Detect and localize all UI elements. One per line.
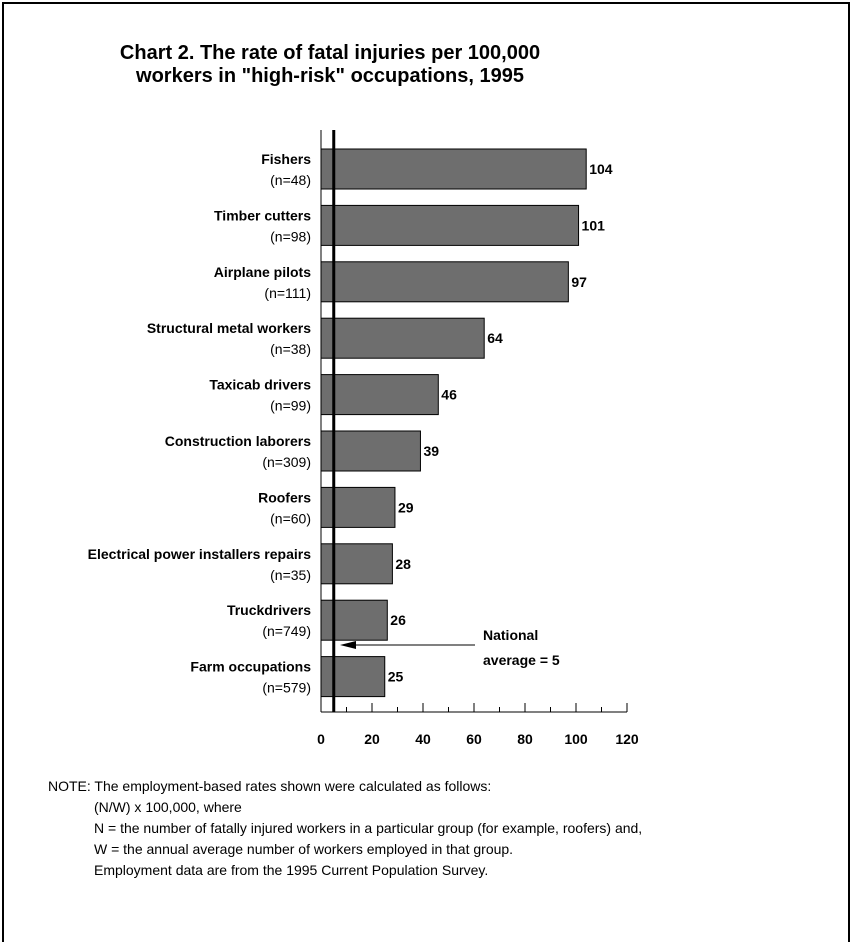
category-label-3: Structural metal workers: [147, 320, 311, 336]
bar-value-label-9: 25: [388, 669, 404, 685]
category-n-label-3: (n=38): [270, 341, 311, 357]
category-label-0: Fishers: [261, 151, 311, 167]
bar-2: [320, 261, 569, 303]
bar-value-label-7: 28: [395, 556, 411, 572]
chart-title: Chart 2. The rate of fatal injuries per …: [0, 42, 660, 88]
x-tick-label-0: 0: [317, 731, 325, 747]
bar-8: [320, 599, 388, 641]
note-line-3: N = the number of fatally injured worker…: [94, 820, 643, 836]
category-label-9: Farm occupations: [190, 659, 311, 675]
bar-value-label-8: 26: [390, 612, 406, 628]
note-line-2: (N/W) x 100,000, where: [94, 799, 242, 815]
bar-value-label-5: 39: [423, 443, 439, 459]
bar-9: [320, 656, 386, 698]
bar-chart: 104 Fishers (n=48) 101 Timber cutters (n=98) 9…: [88, 130, 639, 747]
bar-value-label-2: 97: [571, 274, 587, 290]
note-line-1: NOTE: The employment-based rates shown w…: [48, 778, 492, 794]
category-label-5: Construction laborers: [165, 433, 311, 449]
category-label-1: Timber cutters: [214, 207, 311, 223]
annotation-arrowhead: [340, 641, 356, 649]
category-label-2: Airplane pilots: [214, 264, 311, 280]
category-n-label-1: (n=98): [270, 228, 311, 244]
note-line-5: Employment data are from the 1995 Curren…: [94, 862, 489, 878]
category-n-label-4: (n=99): [270, 398, 311, 414]
note-line-4: W = the annual average number of workers…: [94, 841, 514, 857]
category-n-label-2: (n=111): [264, 285, 311, 301]
category-n-label-7: (n=35): [270, 567, 311, 583]
x-tick-label-3: 60: [466, 731, 482, 747]
category-n-label-8: (n=749): [262, 623, 311, 639]
bar-4: [320, 374, 439, 416]
category-label-8: Truckdrivers: [227, 602, 311, 618]
bar-1: [320, 204, 580, 246]
bar-value-label-1: 101: [582, 217, 606, 233]
category-n-label-6: (n=60): [270, 510, 311, 526]
bar-value-label-3: 64: [487, 330, 503, 346]
category-label-4: Taxicab drivers: [209, 377, 311, 393]
category-n-label-0: (n=48): [270, 172, 311, 188]
category-n-label-9: (n=579): [262, 680, 311, 696]
bar-value-label-6: 29: [398, 499, 414, 515]
bar-3: [320, 317, 485, 359]
x-tick-label-2: 40: [415, 731, 431, 747]
bar-value-label-4: 46: [441, 387, 457, 403]
x-tick-label-5: 100: [564, 731, 588, 747]
chart-title-line-1: Chart 2. The rate of fatal injuries per …: [119, 42, 541, 64]
bar-5: [320, 430, 421, 472]
annotation-label-line-1: National: [483, 627, 538, 643]
annotation-label-line-2: average = 5: [483, 652, 560, 668]
category-n-label-5: (n=309): [262, 454, 311, 470]
x-tick-label-1: 20: [364, 731, 380, 747]
category-label-6: Roofers: [258, 489, 311, 505]
bar-7: [320, 543, 393, 585]
x-tick-label-4: 80: [517, 731, 533, 747]
chart-title-line-2: workers in "high-risk" occupations, 1995: [136, 65, 524, 87]
chart-note: NOTE: The employment-based rates shown w…: [48, 776, 642, 881]
x-tick-label-6: 120: [615, 731, 639, 747]
category-label-7: Electrical power installers repairs: [88, 546, 312, 562]
bar-value-label-0: 104: [589, 161, 613, 177]
bar-6: [320, 486, 396, 528]
bar-0: [320, 148, 587, 190]
